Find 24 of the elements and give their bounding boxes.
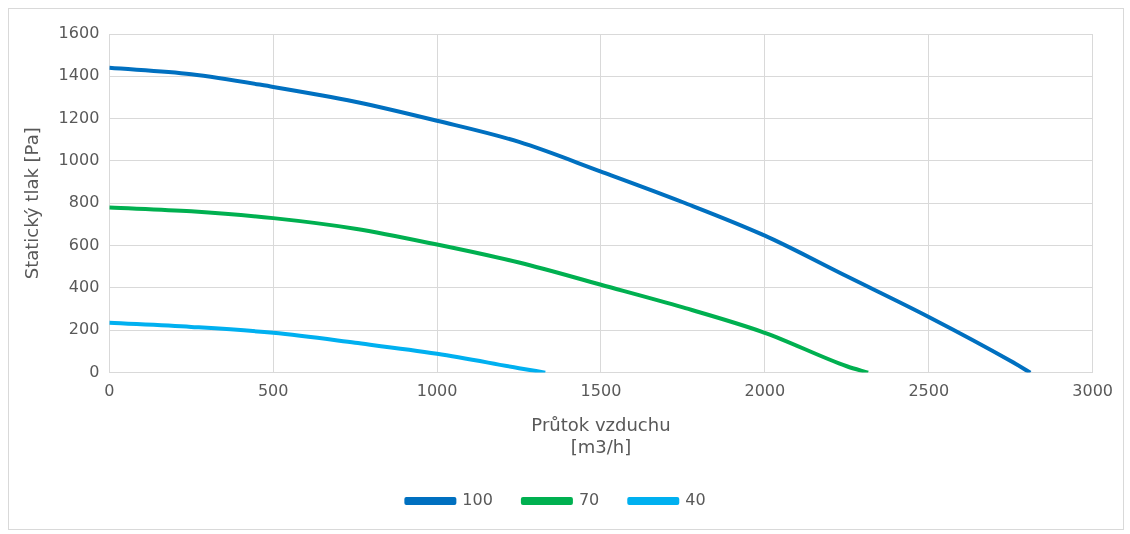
y-tick-label: 400 (68, 277, 100, 297)
y-tick-label: 0 (89, 361, 100, 381)
x-tick-label: 1500 (580, 381, 622, 401)
y-tick-label: 1600 (58, 23, 100, 43)
y-tick-label: 1400 (58, 65, 100, 85)
x-tick-label: 2000 (744, 381, 786, 401)
legend-label: 40 (685, 490, 706, 510)
legend-label: 100 (462, 490, 493, 510)
x-tick-label: 0 (104, 381, 115, 401)
line-series (109, 65, 1033, 373)
y-tick-label: 1200 (58, 107, 100, 127)
legend-label: 70 (578, 490, 600, 510)
y-tick-label: 800 (68, 192, 100, 212)
y-axis-title: Statický tlak [Pa] (21, 127, 43, 280)
x-tick-label: 3000 (1072, 381, 1113, 401)
x-tick-label: 500 (257, 381, 289, 401)
x-tick-label: 2500 (908, 381, 950, 401)
line-series (109, 320, 548, 373)
y-tick-label: 1000 (58, 150, 100, 170)
line-series (109, 205, 871, 373)
y-tick-label: 200 (68, 319, 100, 339)
x-axis-title: Průtok vzduchu [m3/h] (531, 414, 671, 457)
x-tick-label: 1000 (416, 381, 458, 401)
y-tick-label: 600 (68, 234, 100, 254)
